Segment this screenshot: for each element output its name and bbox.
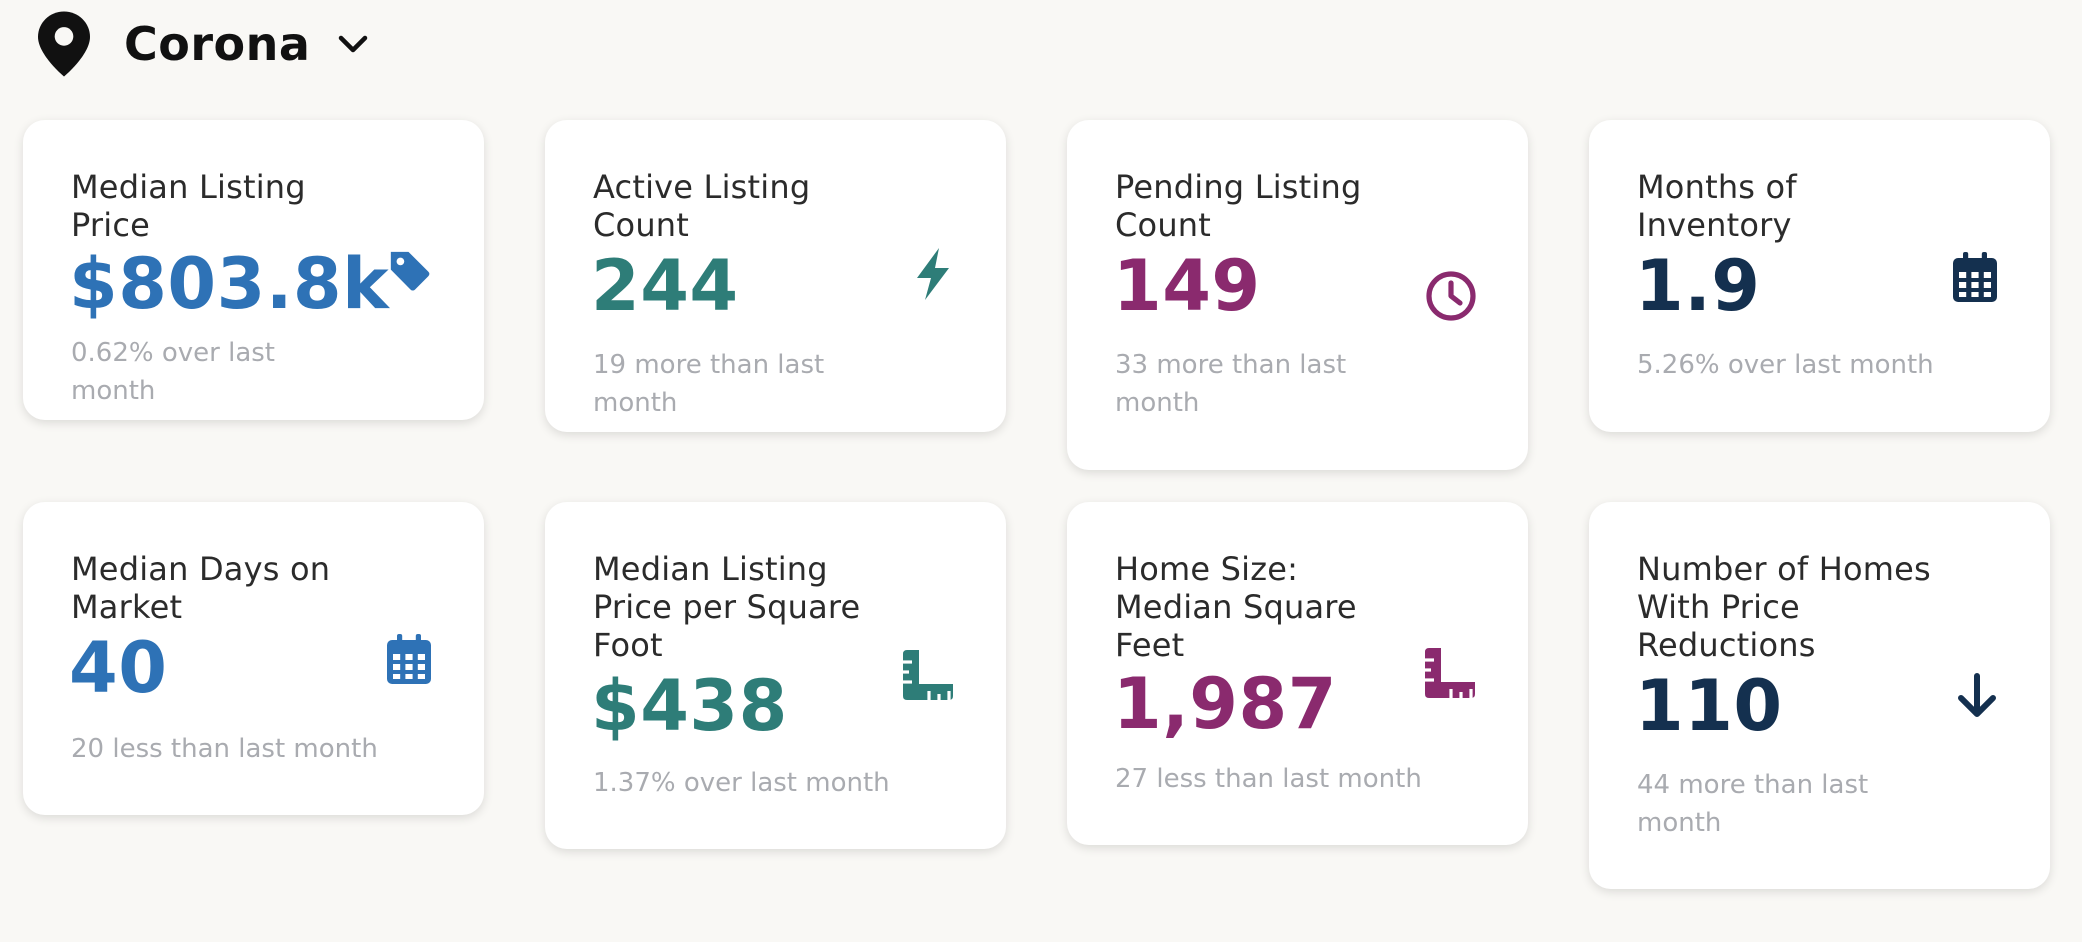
card-value: 244 (591, 245, 739, 327)
card-title: Number of Homes With Price Reductions (1637, 550, 1931, 664)
card-title: Active Listing Count (593, 168, 811, 244)
stat-card-median-listing-price: Median Listing Price $803.8k 0.62% over … (23, 120, 484, 420)
card-title: Months of Inventory (1637, 168, 1797, 244)
clock-icon (1426, 271, 1476, 321)
card-change: 20 less than last month (71, 734, 378, 764)
stat-card-median-square-feet: Home Size: Median Square Feet 1,987 27 l… (1067, 502, 1528, 845)
location-selector[interactable]: Corona (38, 4, 370, 84)
card-value: 1.9 (1635, 245, 1761, 327)
card-value: $803.8k (69, 243, 390, 325)
card-change: 27 less than last month (1115, 764, 1422, 794)
chevron-down-icon[interactable] (336, 32, 370, 56)
card-change: 5.26% over last month (1637, 350, 1934, 380)
location-name: Corona (124, 17, 311, 71)
ruler-icon (1425, 648, 1475, 698)
card-value: 40 (69, 627, 168, 709)
card-value: $438 (591, 665, 788, 747)
card-value: 110 (1635, 665, 1783, 747)
card-title: Median Listing Price per Square Foot (593, 550, 861, 664)
calendar-icon (1953, 252, 1997, 302)
card-title: Median Listing Price (71, 168, 306, 244)
card-change: 19 more than last month (593, 350, 825, 418)
card-title: Pending Listing Count (1115, 168, 1362, 244)
stat-card-active-listing-count: Active Listing Count 244 19 more than la… (545, 120, 1006, 432)
card-change: 1.37% over last month (593, 768, 890, 798)
card-change: 0.62% over last month (71, 338, 276, 406)
card-title: Median Days on Market (71, 550, 331, 626)
card-value: 1,987 (1113, 663, 1337, 745)
card-change: 33 more than last month (1115, 350, 1347, 418)
stat-card-pending-listing-count: Pending Listing Count 149 33 more than l… (1067, 120, 1528, 470)
card-value: 149 (1113, 245, 1261, 327)
card-title: Home Size: Median Square Feet (1115, 550, 1357, 664)
arrow-down-icon (1958, 673, 1996, 717)
ruler-icon (903, 650, 953, 700)
stat-card-months-of-inventory: Months of Inventory 1.9 5.26% over last … (1589, 120, 2050, 432)
stat-card-median-days-on-market: Median Days on Market 40 20 less than la… (23, 502, 484, 815)
map-pin-icon (38, 11, 90, 77)
price-tag-icon (390, 251, 430, 291)
stat-card-median-price-per-sqft: Median Listing Price per Square Foot $43… (545, 502, 1006, 849)
lightning-bolt-icon (917, 248, 949, 300)
card-change: 44 more than last month (1637, 770, 1869, 838)
stat-card-homes-with-price-reductions: Number of Homes With Price Reductions 11… (1589, 502, 2050, 889)
calendar-icon (387, 634, 431, 684)
